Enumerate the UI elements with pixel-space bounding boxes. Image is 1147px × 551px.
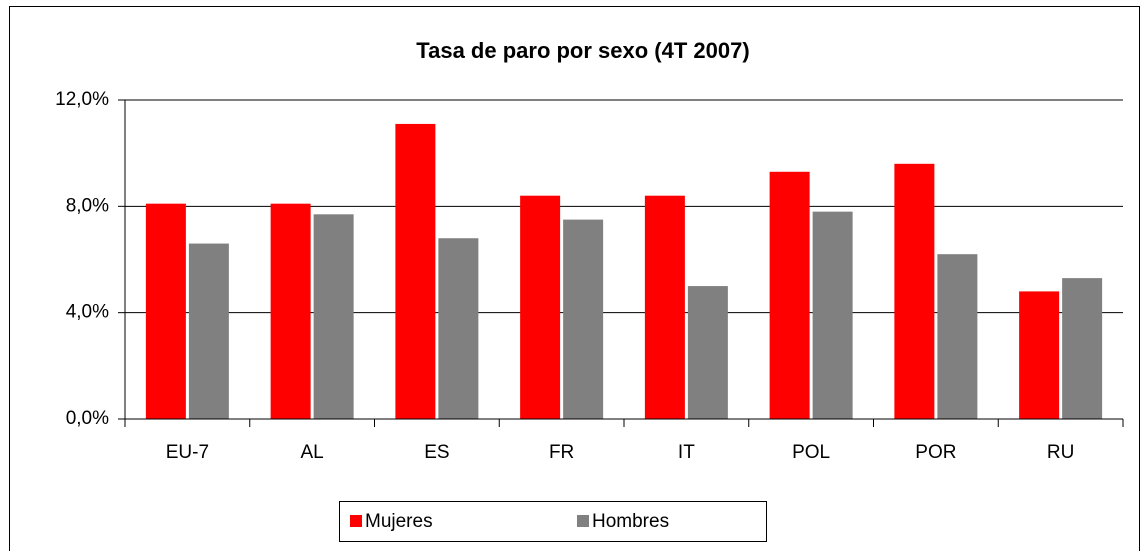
x-tick-label: AL: [301, 442, 324, 463]
bar: [188, 243, 229, 419]
bar: [145, 203, 186, 419]
y-tick-label: 12,0%: [55, 89, 109, 110]
bar: [270, 203, 311, 419]
chart-title: Tasa de paro por sexo (4T 2007): [416, 38, 749, 63]
bar: [395, 123, 436, 420]
bar: [563, 219, 604, 419]
legend-box: [339, 501, 767, 542]
bar: [1019, 291, 1060, 419]
x-tick-label: FR: [549, 442, 574, 463]
x-tick-label: EU-7: [166, 442, 209, 463]
y-tick-label: 4,0%: [66, 302, 109, 323]
bar: [438, 238, 479, 419]
x-tick-label: ES: [424, 442, 449, 463]
bar: [894, 163, 935, 419]
bar: [644, 195, 685, 419]
legend-swatch: [577, 515, 589, 527]
bar: [812, 211, 853, 419]
legend-label: Mujeres: [365, 511, 433, 532]
x-tick-label: POL: [792, 442, 830, 463]
bar: [937, 254, 978, 419]
y-tick-label: 0,0%: [66, 408, 109, 429]
y-tick-label: 8,0%: [66, 195, 109, 216]
bar: [313, 214, 354, 419]
x-tick-label: IT: [678, 442, 695, 463]
x-tick-label: POR: [915, 442, 956, 463]
legend-label: Hombres: [592, 511, 669, 532]
bar: [1062, 278, 1103, 419]
bar: [769, 171, 810, 419]
bar: [520, 195, 561, 419]
legend-swatch: [350, 515, 362, 527]
bar: [687, 286, 728, 419]
x-tick-label: RU: [1047, 442, 1074, 463]
